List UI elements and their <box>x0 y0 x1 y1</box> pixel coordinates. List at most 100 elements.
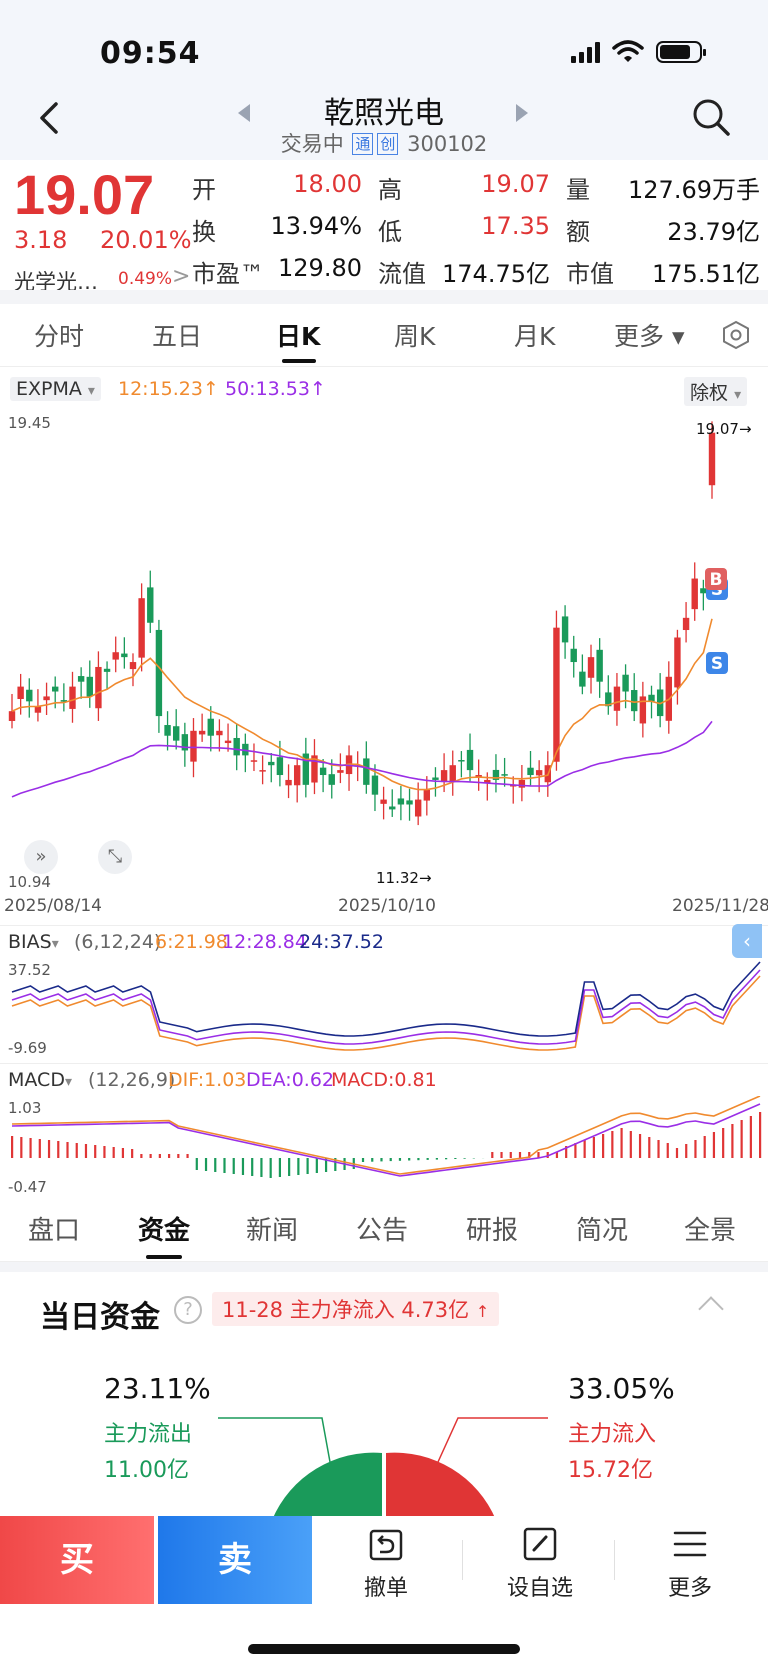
macd-bar <box>417 1158 420 1161</box>
macd-indicator-select[interactable]: MACD▾ <box>8 1069 72 1091</box>
buy-marker <box>705 568 727 590</box>
help-icon[interactable]: ? <box>174 1296 202 1324</box>
expand-chart-icon[interactable]: » <box>24 840 58 874</box>
candle-body <box>328 774 335 785</box>
candle-body <box>103 668 111 672</box>
tab-chart-period[interactable]: 日K <box>276 322 321 351</box>
macd-bar <box>620 1128 623 1158</box>
candle-body <box>449 765 456 782</box>
more-label: 更多 <box>667 1576 712 1601</box>
candle-body <box>466 749 474 771</box>
candle-body <box>26 689 33 702</box>
macd-bar <box>47 1140 51 1158</box>
tab-info[interactable]: 简况 <box>576 1216 629 1246</box>
chevron-up-icon[interactable] <box>698 1296 724 1322</box>
candle-body <box>60 700 68 702</box>
bias-chart[interactable] <box>0 958 768 1058</box>
tab-chart-period[interactable]: 周K <box>394 322 436 351</box>
macd-bar <box>278 1158 282 1177</box>
candle-body <box>293 765 301 786</box>
fund-flow-chart <box>218 1417 548 1520</box>
candle-body <box>155 629 163 717</box>
macd-bar <box>269 1158 272 1178</box>
tab-info[interactable]: 研报 <box>466 1216 519 1246</box>
divider <box>614 1540 615 1580</box>
macd-bar <box>20 1137 23 1158</box>
tab-chart-period[interactable]: 五日 <box>152 322 203 351</box>
candle-body <box>492 769 500 780</box>
fullscreen-icon[interactable]: ⤡ <box>98 840 132 874</box>
bias-indicator-select[interactable]: BIAS▾ <box>8 931 59 953</box>
macd-bar <box>389 1158 392 1162</box>
kline-chart[interactable]: SSB <box>0 408 768 888</box>
macd-bar <box>537 1152 540 1158</box>
more-button[interactable]: 更多 <box>630 1526 750 1602</box>
tab-chart-period[interactable]: 月K <box>514 322 556 351</box>
candle-body <box>86 676 93 697</box>
sector-chevron-icon[interactable]: > <box>172 264 191 289</box>
cancel-order-button[interactable]: 撤单 <box>326 1526 446 1602</box>
macd-bar <box>315 1158 318 1173</box>
tab-chart-period[interactable]: 分时 <box>34 322 85 351</box>
candle-body <box>147 587 154 623</box>
macd-bar <box>638 1134 642 1158</box>
macd-bar <box>204 1158 208 1171</box>
macd-bar <box>408 1158 411 1161</box>
sell-button[interactable]: 卖 <box>158 1516 312 1604</box>
tab-info[interactable]: 盘口 <box>28 1216 81 1246</box>
collapse-panel-icon[interactable]: ‹ <box>732 924 762 958</box>
macd-ymin: -0.47 <box>8 1178 47 1196</box>
macd-ymax: 1.03 <box>8 1099 42 1117</box>
arrow-up-icon: ↑ <box>202 378 219 400</box>
macd-bar <box>574 1143 577 1158</box>
quote-value: 127.69万手 <box>628 176 760 204</box>
candle-body <box>380 799 387 804</box>
macd-bar <box>232 1158 235 1174</box>
macd-bar <box>29 1138 32 1158</box>
candle-body <box>311 755 318 783</box>
prev-stock-icon[interactable] <box>238 104 250 122</box>
macd-params: (12,26,9) <box>88 1069 176 1091</box>
bias-params: (6,12,24) <box>74 931 162 953</box>
kline-indicator-select[interactable]: EXPMA ▾ <box>10 377 101 401</box>
next-stock-icon[interactable] <box>516 104 528 122</box>
macd-bar <box>629 1131 632 1158</box>
adjust-select[interactable]: 除权 ▾ <box>684 377 748 406</box>
macd-bar <box>195 1158 198 1170</box>
dropdown-icon: ▾ <box>87 383 95 399</box>
tab-info[interactable]: 公告 <box>356 1216 409 1246</box>
settings-hex-icon[interactable] <box>720 319 752 351</box>
tab-info[interactable]: 全景 <box>684 1216 737 1246</box>
sell-marker-label: S <box>711 654 723 674</box>
candle-body <box>233 737 240 756</box>
date-end: 2025/11/28 <box>672 896 768 916</box>
macd-bar <box>112 1147 115 1158</box>
macd-bar <box>749 1116 752 1158</box>
macd-chart[interactable] <box>0 1096 768 1200</box>
candle-body <box>631 690 638 712</box>
add-watchlist-button[interactable]: 设自选 <box>480 1526 600 1602</box>
outflow-connector <box>218 1417 331 1463</box>
macd-bar <box>288 1158 291 1176</box>
bias12-line <box>11 969 761 1045</box>
macd-bar <box>241 1158 245 1175</box>
bias-ymax: 37.52 <box>8 961 51 979</box>
macd-bar <box>371 1158 374 1162</box>
quote-label: 额 <box>566 218 590 246</box>
tab-info[interactable]: 新闻 <box>246 1216 299 1246</box>
macd-bar <box>555 1152 559 1158</box>
battery-icon <box>656 41 706 63</box>
bias12-value: 12:28.84 <box>222 931 307 953</box>
inflow-arc <box>386 1452 496 1520</box>
quote-value: 18.00 <box>293 170 362 198</box>
candle-body <box>172 726 180 741</box>
candle-body <box>337 770 344 773</box>
search-icon[interactable] <box>690 96 732 138</box>
back-icon[interactable] <box>30 98 70 138</box>
tab-info[interactable]: 资金 <box>138 1216 191 1246</box>
candle-body <box>648 694 655 702</box>
candle-body <box>69 686 76 709</box>
buy-button[interactable]: 买 <box>0 1516 154 1604</box>
macd-bar <box>491 1152 494 1158</box>
tab-chart-period[interactable]: 更多 ▾ <box>614 322 685 351</box>
